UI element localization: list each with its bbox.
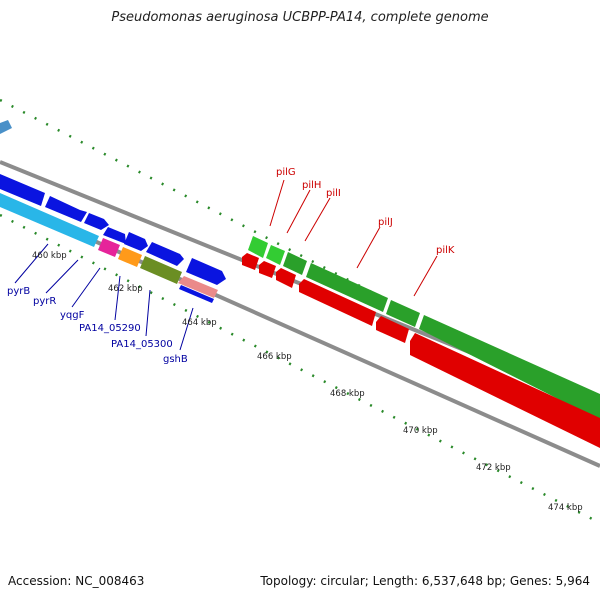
gene-arrow[interactable] [45, 196, 87, 222]
gene-arrow[interactable] [376, 316, 409, 343]
gene-arrow[interactable] [283, 252, 307, 275]
forward-gene-cluster-right [248, 236, 600, 420]
gene-label-pilG[interactable]: pilG [276, 167, 296, 178]
gene-arrow[interactable] [248, 236, 268, 258]
gene-arrow[interactable] [299, 279, 376, 326]
gene-arrow[interactable] [98, 238, 120, 257]
reverse-gene-cluster-right [242, 253, 600, 448]
scale-label: 468 kbp [330, 389, 365, 399]
gene-arrow[interactable] [0, 193, 99, 247]
gene-arrow[interactable] [0, 174, 45, 206]
scale-label: 464 kbp [182, 318, 217, 328]
gene-label-pyrB[interactable]: pyrB [7, 286, 30, 297]
scale-label: 470 kbp [403, 426, 438, 436]
gene-arrow[interactable] [259, 261, 276, 278]
gene-arrow[interactable] [103, 227, 126, 244]
gene-arrow[interactable] [179, 285, 214, 303]
gene-arrow[interactable] [118, 247, 142, 267]
gene-arrow[interactable] [276, 268, 296, 288]
scale-label: 462 kbp [108, 284, 143, 294]
scale-label: 474 kbp [548, 503, 583, 513]
gene-label-gshB[interactable]: gshB [163, 354, 188, 365]
gene-arrow[interactable] [124, 232, 148, 251]
inner-backbone-line [0, 197, 600, 468]
gene-arrow[interactable] [386, 300, 420, 327]
gene-arrow-partial[interactable] [0, 120, 12, 134]
gene-label-pilI[interactable]: pilI [326, 188, 341, 199]
map-title: Pseudomonas aeruginosa UCBPP-PA14, compl… [111, 10, 489, 25]
gene-label-pyrR[interactable]: pyrR [33, 296, 56, 307]
left-label-leaders [14, 243, 194, 351]
gene-label-PA14_05300[interactable]: PA14_05300 [111, 339, 173, 350]
gene-arrow[interactable] [186, 258, 226, 285]
gene-arrow[interactable] [178, 276, 218, 298]
right-label-leaders [269, 179, 438, 297]
gene-label-pilK[interactable]: pilK [436, 245, 455, 256]
gene-arrow[interactable] [84, 213, 109, 230]
gene-arrow[interactable] [140, 256, 182, 284]
gene-arrow[interactable] [306, 263, 388, 312]
gene-label-PA14_05290[interactable]: PA14_05290 [79, 323, 141, 334]
scale-label: 460 kbp [32, 251, 67, 261]
gene-label-pilH[interactable]: pilH [302, 180, 321, 191]
gene-label-pilJ[interactable]: pilJ [378, 217, 393, 228]
scale-label: 472 kbp [476, 463, 511, 473]
gene-arrow[interactable] [146, 242, 184, 266]
gene-arrow[interactable] [242, 253, 259, 270]
gene-row-lower-left [0, 193, 218, 303]
gene-label-yqgF[interactable]: yqgF [60, 310, 85, 321]
gene-arrow[interactable] [419, 315, 600, 420]
scale-label: 466 kbp [257, 352, 292, 362]
genome-summary-text: Topology: circular; Length: 6,537,648 bp… [260, 574, 590, 588]
forward-gene-cluster-left [0, 174, 226, 285]
accession-text: Accession: NC_008463 [8, 574, 145, 588]
gene-arrow[interactable] [410, 333, 600, 448]
gene-arrow[interactable] [266, 245, 285, 265]
